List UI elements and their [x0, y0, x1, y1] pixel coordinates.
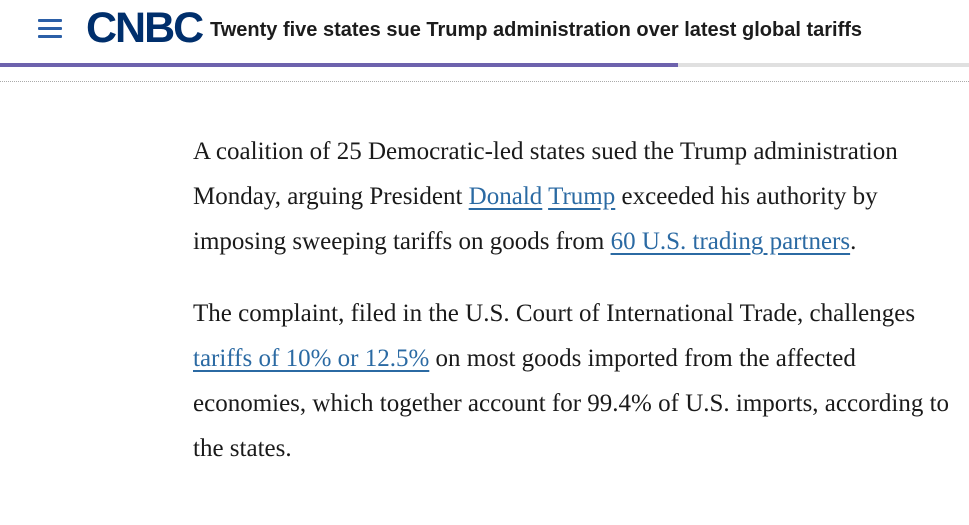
divider — [0, 81, 969, 82]
paragraph-text: The complaint, filed in the U.S. Court o… — [193, 300, 916, 327]
link-trump[interactable]: Trump — [548, 183, 616, 210]
paragraph-text: on most goods imported from the affected… — [193, 345, 950, 462]
cnbc-logo[interactable]: CNBC — [86, 4, 204, 52]
reading-progress-bar — [0, 63, 969, 67]
article-body: A coalition of 25 Democratic-led states … — [193, 129, 953, 498]
top-bar: CNBC Twenty five states sue Trump admini… — [0, 0, 969, 62]
link-trading-partners[interactable]: 60 U.S. trading partners — [610, 228, 851, 255]
link-tariffs[interactable]: tariffs of 10% or 12.5% — [193, 345, 430, 372]
page-headline: Twenty five states sue Trump administrat… — [210, 19, 863, 41]
link-donald[interactable]: Donald — [468, 183, 543, 210]
article-paragraph-2: The complaint, filed in the U.S. Court o… — [193, 291, 953, 471]
reading-progress-fill — [0, 63, 679, 67]
paragraph-text: exceeded his authority by imposing sweep… — [193, 183, 878, 255]
article-paragraph-1: A coalition of 25 Democratic-led states … — [193, 129, 953, 264]
menu-icon[interactable] — [38, 17, 64, 39]
paragraph-text: A coalition of 25 Democratic-led states … — [193, 138, 898, 210]
paragraph-text: . — [850, 228, 857, 255]
